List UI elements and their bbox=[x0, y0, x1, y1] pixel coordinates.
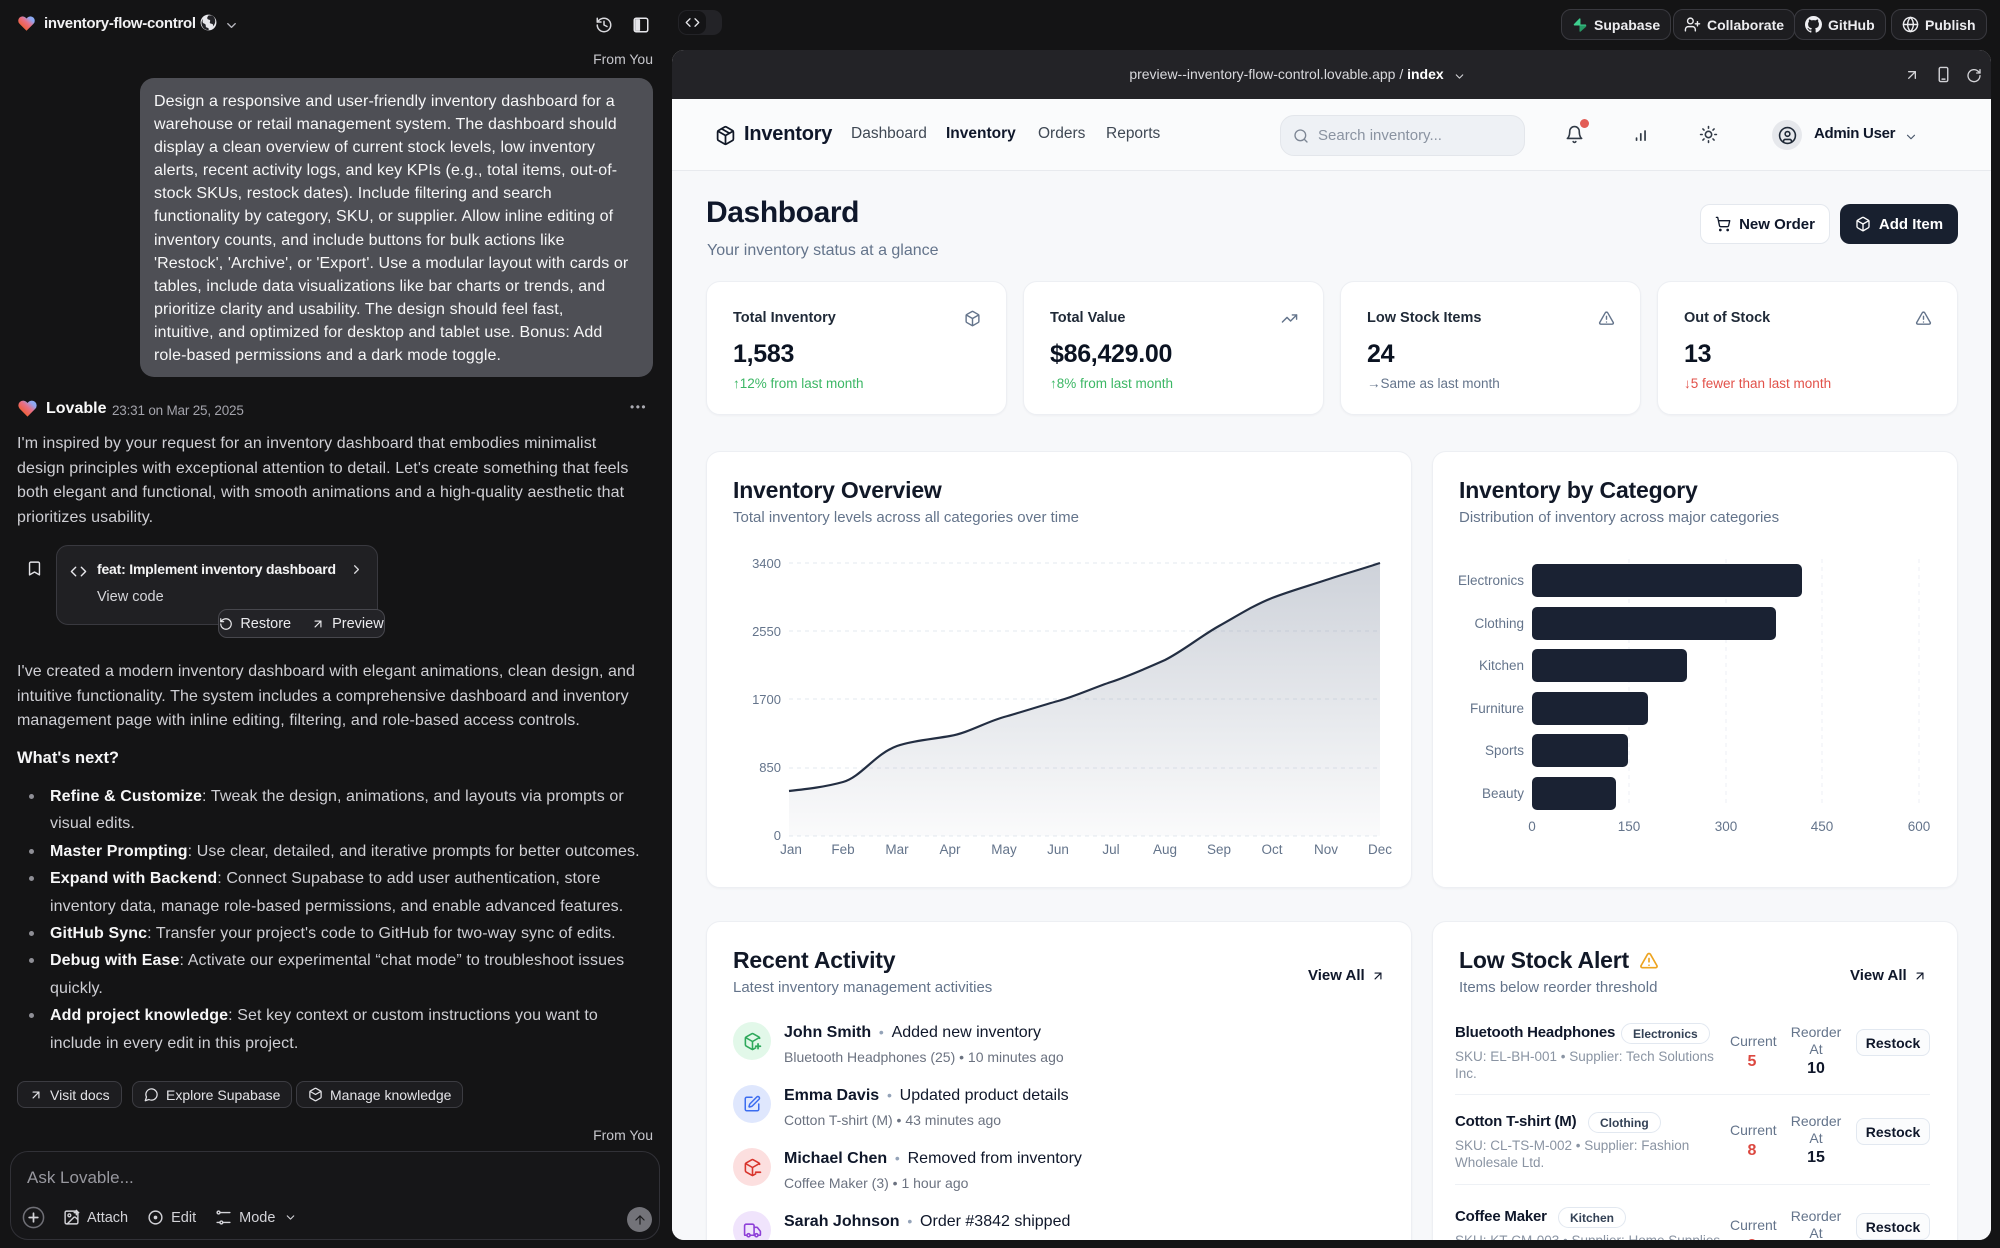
svg-text:Jan: Jan bbox=[780, 842, 802, 857]
svg-text:Clothing: Clothing bbox=[1474, 616, 1524, 631]
svg-text:0: 0 bbox=[774, 828, 781, 843]
svg-text:Mar: Mar bbox=[885, 842, 909, 857]
svg-text:Kitchen: Kitchen bbox=[1479, 658, 1524, 673]
svg-text:Furniture: Furniture bbox=[1470, 701, 1524, 716]
svg-text:1700: 1700 bbox=[752, 692, 781, 707]
svg-text:Sports: Sports bbox=[1485, 743, 1524, 758]
svg-text:Dec: Dec bbox=[1368, 842, 1392, 857]
svg-text:Beauty: Beauty bbox=[1482, 786, 1524, 801]
svg-text:3400: 3400 bbox=[752, 556, 781, 571]
svg-text:300: 300 bbox=[1715, 819, 1738, 834]
svg-text:Feb: Feb bbox=[831, 842, 854, 857]
svg-text:Jul: Jul bbox=[1102, 842, 1119, 857]
svg-text:Electronics: Electronics bbox=[1458, 573, 1524, 588]
svg-text:Nov: Nov bbox=[1314, 842, 1338, 857]
svg-text:Aug: Aug bbox=[1153, 842, 1177, 857]
svg-text:Jun: Jun bbox=[1047, 842, 1069, 857]
svg-text:Oct: Oct bbox=[1261, 842, 1282, 857]
svg-text:850: 850 bbox=[759, 760, 781, 775]
svg-text:2550: 2550 bbox=[752, 624, 781, 639]
svg-text:Apr: Apr bbox=[939, 842, 961, 857]
svg-text:Sep: Sep bbox=[1207, 842, 1231, 857]
svg-text:150: 150 bbox=[1618, 819, 1641, 834]
svg-text:0: 0 bbox=[1528, 819, 1536, 834]
svg-text:600: 600 bbox=[1908, 819, 1931, 834]
svg-text:450: 450 bbox=[1811, 819, 1834, 834]
svg-text:May: May bbox=[991, 842, 1017, 857]
